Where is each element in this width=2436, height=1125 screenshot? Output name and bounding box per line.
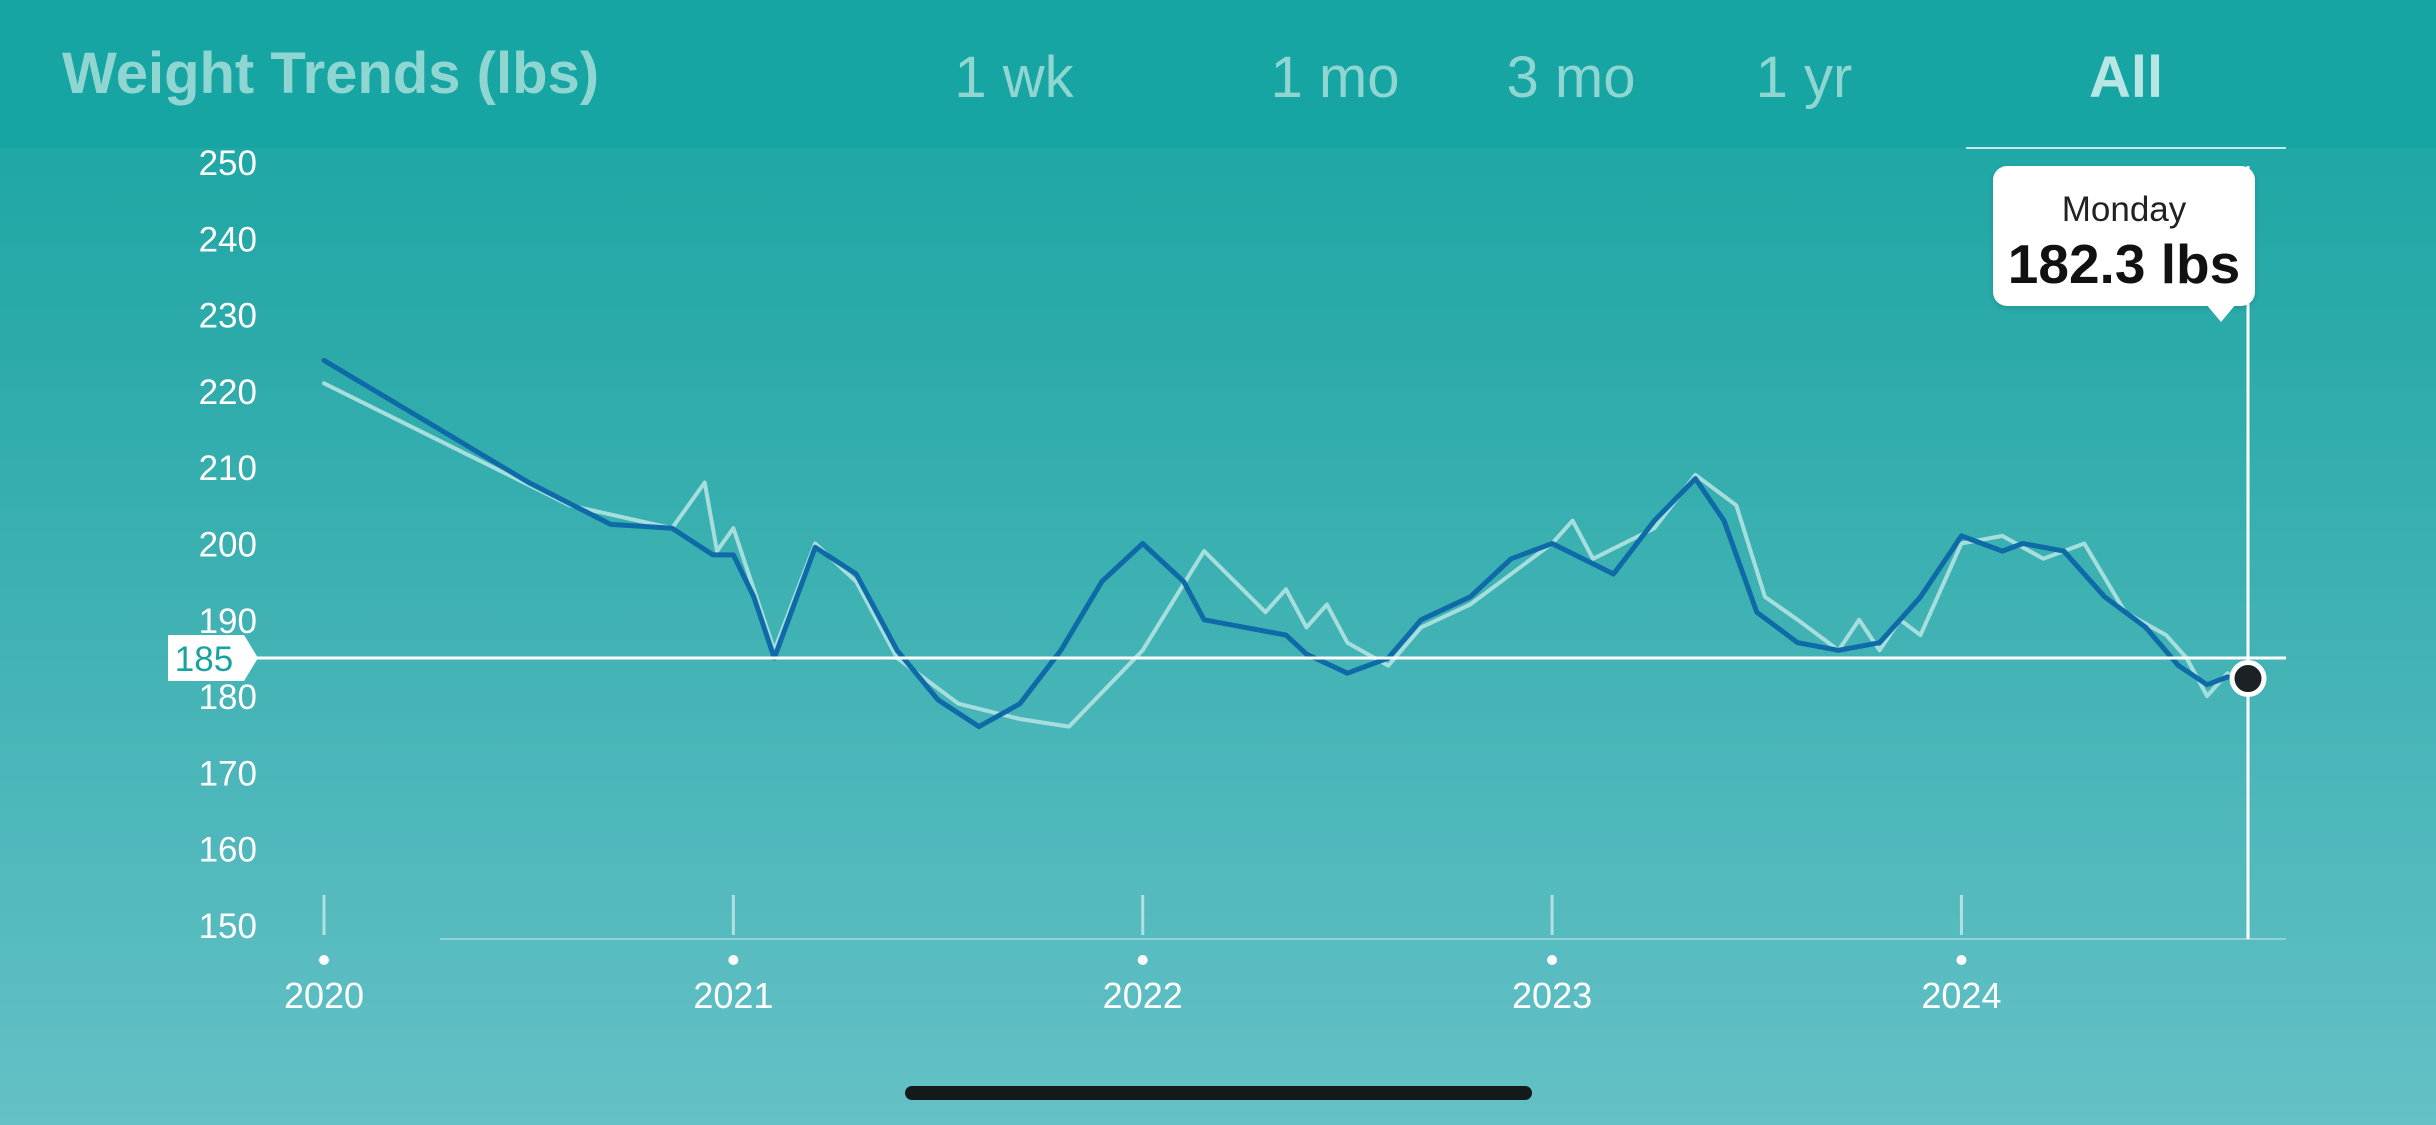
y-axis: 150 160 170 180 190 200 210 220 230 240 250	[199, 144, 257, 946]
tab-1-month[interactable]: 1 mo	[1270, 45, 1400, 110]
tooltip-value: 182.3 lbs	[2007, 233, 2241, 295]
tab-1-week[interactable]: 1 wk	[954, 45, 1074, 110]
tooltip-pointer	[2206, 304, 2236, 322]
x-tick-dot	[1547, 955, 1558, 965]
x-tick-label: 2021	[693, 975, 773, 1016]
y-tick-label: 210	[199, 449, 257, 488]
reference-label-tag	[168, 634, 258, 681]
y-tick-label: 240	[199, 220, 257, 259]
x-tick-dot	[319, 955, 329, 965]
series-layer	[321, 357, 2251, 730]
y-tick-label: 150	[199, 907, 257, 946]
tab-3-months[interactable]: 3 mo	[1506, 45, 1636, 110]
x-tick-label: 2024	[1921, 975, 2001, 1016]
home-indicator[interactable]	[905, 1086, 1532, 1100]
x-tick-label: 2023	[1512, 975, 1592, 1016]
tab-1-year[interactable]: 1 yr	[1755, 45, 1853, 110]
raw-series-line	[322, 381, 2250, 729]
selected-point-marker[interactable]	[2229, 660, 2267, 698]
y-tick-label: 170	[199, 754, 257, 793]
x-tick-dot	[1137, 955, 1148, 965]
y-tick-label: 200	[199, 526, 257, 565]
tab-all[interactable]: All	[2088, 45, 2164, 110]
trend-series-line	[321, 357, 2251, 730]
page-title: Weight Trends (lbs)	[62, 41, 600, 106]
x-tick-dot	[1956, 955, 1967, 965]
y-tick-label: 190	[199, 602, 257, 641]
reference-label: 185	[175, 640, 233, 679]
y-tick-label: 220	[199, 373, 257, 412]
value-tooltip: Monday 182.3 lbs	[1993, 166, 2255, 322]
y-tick-label: 180	[199, 678, 257, 717]
x-tick-dot	[728, 955, 739, 965]
x-axis: 2020 2021 2022 2023 2024	[284, 895, 2286, 1016]
y-tick-label: 230	[199, 297, 257, 336]
x-tick-label: 2022	[1103, 975, 1183, 1016]
x-tick-label: 2020	[284, 975, 364, 1016]
y-tick-label: 160	[199, 831, 257, 870]
tooltip-day: Monday	[2061, 190, 2187, 229]
y-tick-label: 250	[199, 144, 257, 183]
header-bar: Weight Trends (lbs) 1 wk 1 mo 3 mo 1 yr …	[0, 0, 2436, 148]
